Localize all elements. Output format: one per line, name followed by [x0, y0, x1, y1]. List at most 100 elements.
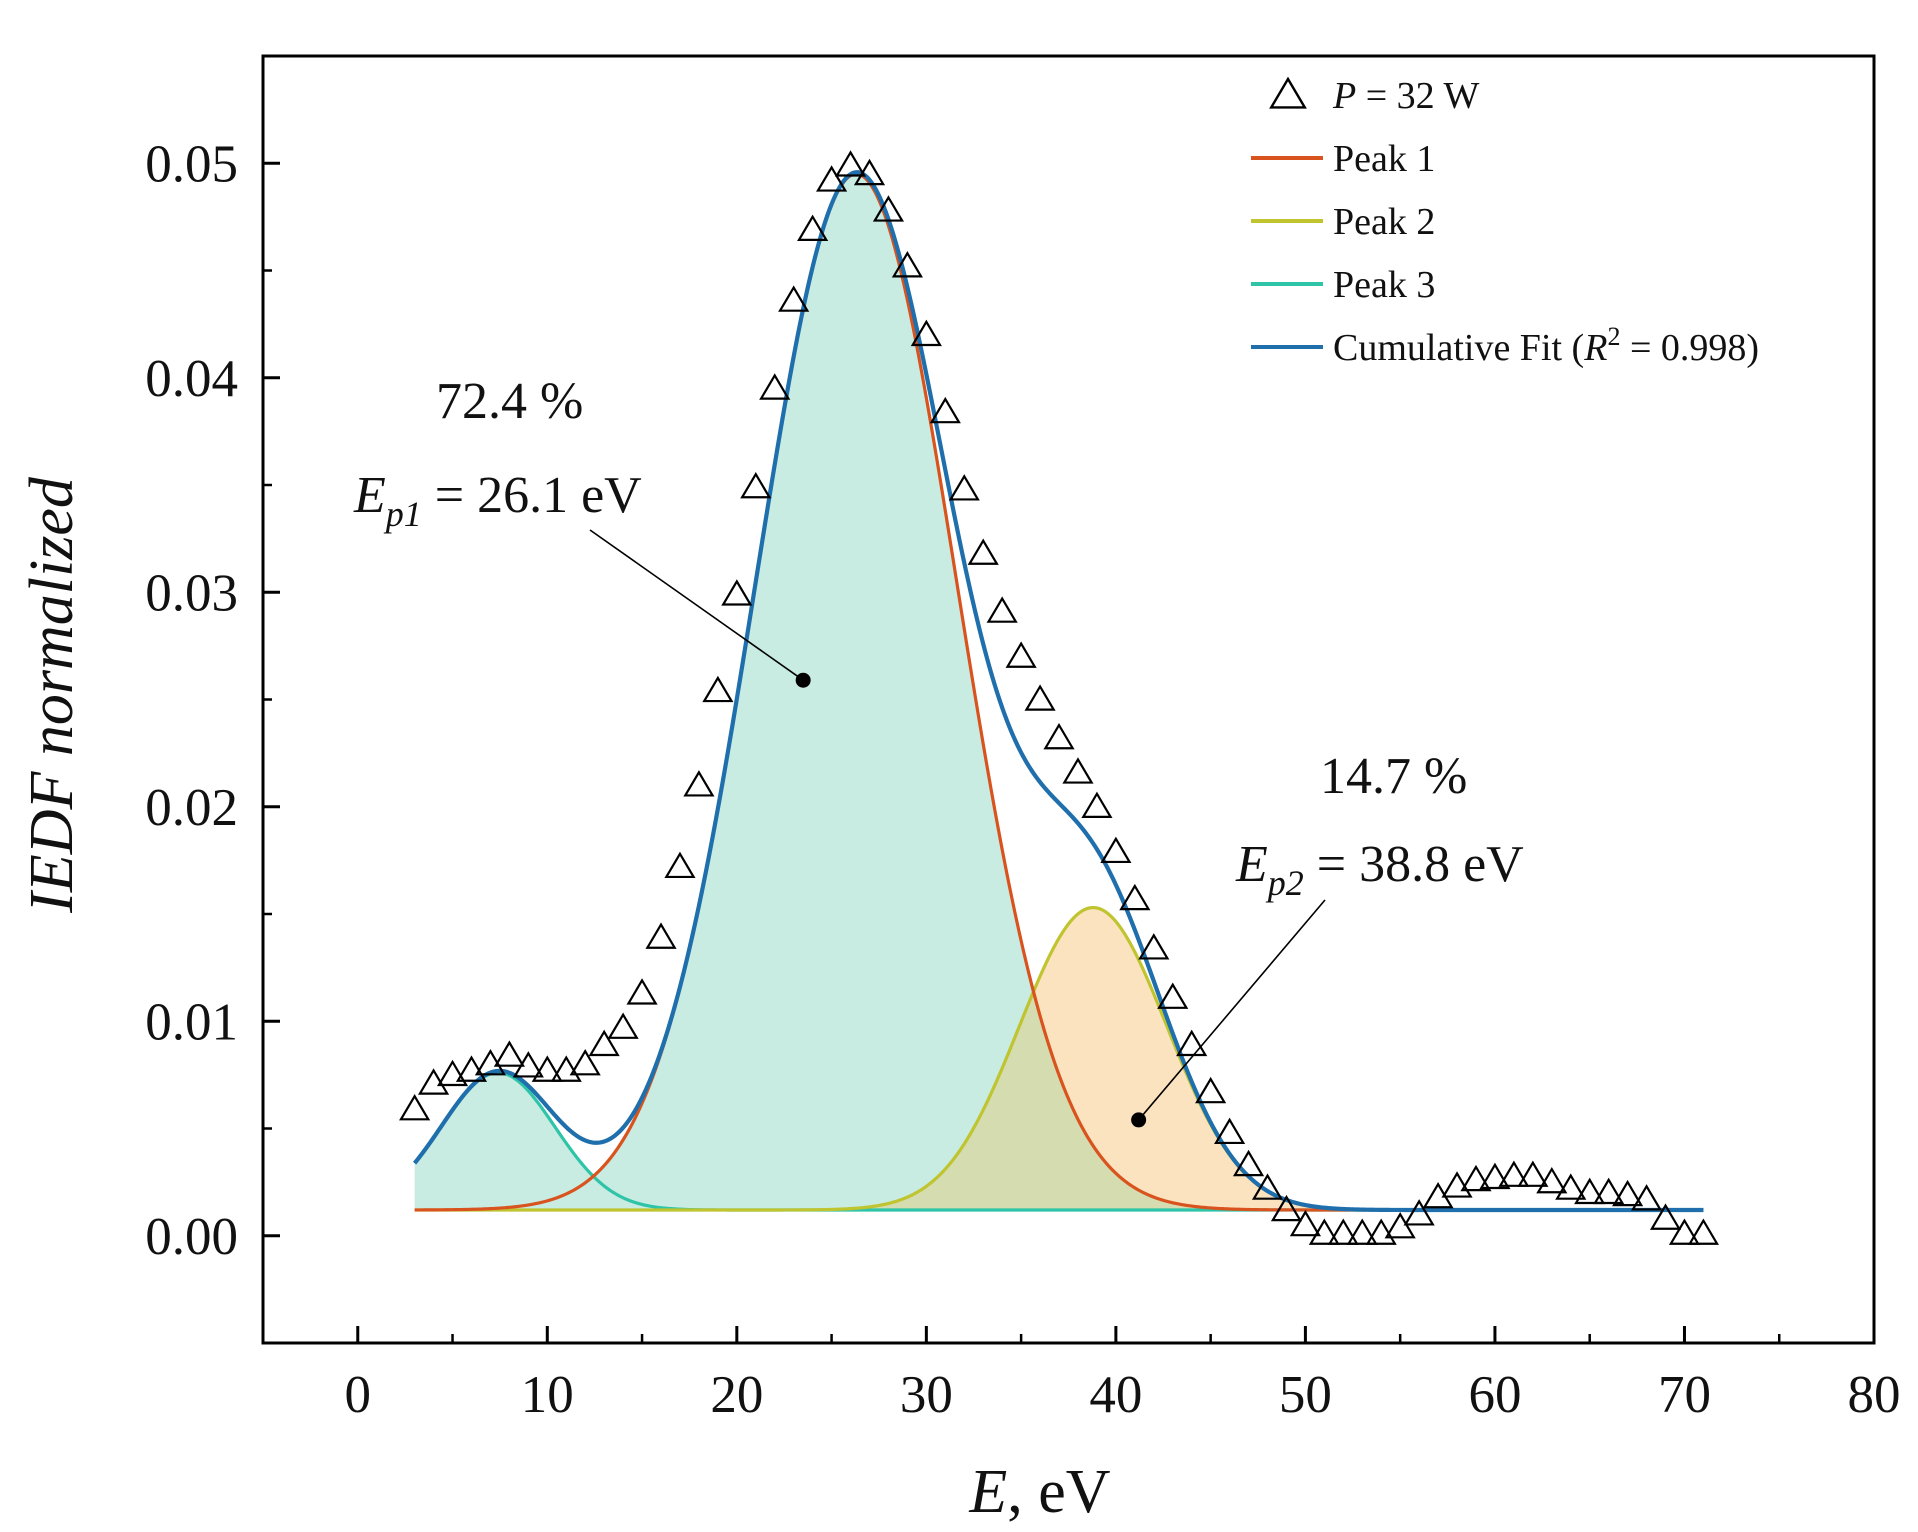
legend-text: Cumulative Fit ( — [1333, 327, 1584, 369]
annotation-var: E — [1235, 836, 1268, 893]
legend-var: R — [1583, 327, 1607, 369]
data-point-marker — [1157, 982, 1189, 1009]
cumulative-fit-curve — [412, 170, 1704, 1213]
data-point-marker — [816, 165, 848, 192]
legend-tail: = 0.998) — [1620, 327, 1759, 369]
fit-curves — [412, 170, 1704, 1213]
peak-2-area — [414, 907, 1704, 1211]
legend-label: Cumulative Fit (R2 = 0.998) — [1333, 322, 1759, 369]
data-point-marker — [1403, 1199, 1435, 1226]
data-point-marker — [910, 319, 942, 347]
data-point-marker — [1498, 1160, 1530, 1187]
legend-label: P = 32 W — [1332, 75, 1479, 117]
data-point-marker — [683, 770, 715, 797]
data-point-marker — [1574, 1177, 1606, 1205]
annotation-value: = 38.8 eV — [1304, 836, 1524, 893]
data-point-marker — [399, 1094, 431, 1121]
data-point-marker — [1327, 1218, 1359, 1245]
annotation-point-dot — [795, 672, 811, 688]
data-point-marker — [493, 1040, 525, 1067]
data-point-marker — [455, 1055, 488, 1082]
data-point-marker — [1536, 1166, 1568, 1194]
data-point-marker — [531, 1055, 563, 1082]
data-point-marker — [929, 396, 961, 424]
data-point-marker — [1138, 933, 1170, 960]
data-point-marker — [512, 1051, 544, 1078]
annotation-subscript: p1 — [383, 494, 422, 534]
data-point-marker — [1232, 1149, 1265, 1177]
x-axis-var: E — [968, 1458, 1007, 1526]
legend-text: Peak 3 — [1333, 264, 1435, 306]
data-point-marker — [1630, 1184, 1663, 1211]
y-tick-label: 0.00 — [145, 1208, 238, 1266]
data-point-marker — [645, 922, 677, 949]
axis-ticks — [263, 161, 1876, 1345]
data-point-marker — [1612, 1179, 1644, 1207]
data-point-marker — [1005, 641, 1037, 668]
data-point-marker — [948, 474, 980, 501]
annotation-leader-line — [589, 529, 804, 681]
legend-label: Peak 3 — [1333, 264, 1435, 306]
data-point-marker — [626, 978, 658, 1005]
data-point-marker — [1649, 1203, 1682, 1230]
y-tick-label: 0.05 — [145, 135, 238, 193]
data-point-marker — [1270, 1194, 1303, 1222]
x-tick-label: 70 — [1658, 1366, 1711, 1424]
annotation-percent: 72.4 % — [436, 373, 583, 430]
data-point-marker — [759, 373, 791, 400]
data-point-marker — [1687, 1218, 1719, 1245]
data-point-marker — [1460, 1164, 1492, 1192]
peak-3-area — [414, 1072, 1704, 1211]
annotation-leader-line — [1138, 899, 1326, 1121]
legend-var: P — [1332, 75, 1356, 117]
x-tick-label: 0 — [345, 1366, 372, 1424]
data-point-marker — [1024, 684, 1056, 711]
data-point-marker — [1289, 1209, 1321, 1237]
data-point-marker — [1043, 722, 1075, 750]
peak-1-area — [414, 173, 1704, 1211]
data-point-marker — [797, 214, 829, 241]
data-point-marker — [607, 1012, 639, 1039]
peak-overlap-area — [414, 994, 1704, 1211]
x-tick-label: 30 — [900, 1366, 953, 1424]
data-point-marker — [778, 285, 810, 312]
data-point-marker — [1062, 757, 1094, 784]
annotation-energy-label: Ep2 = 38.8 eV — [1235, 836, 1524, 903]
x-tick-label: 10 — [521, 1366, 574, 1424]
data-point-marker — [1195, 1076, 1227, 1104]
data-point-marker — [1081, 791, 1113, 818]
annotation-point-dot — [1131, 1112, 1147, 1128]
legend-superscript: 2 — [1607, 322, 1620, 351]
data-point-marker — [418, 1068, 450, 1095]
data-point-marker — [1346, 1218, 1378, 1245]
data-point-marker — [1176, 1029, 1208, 1057]
x-axis-title: E, eV — [968, 1458, 1110, 1526]
data-point-marker — [1441, 1171, 1473, 1198]
data-point-marker — [1593, 1177, 1625, 1205]
legend-label: Peak 2 — [1333, 201, 1435, 243]
peak-fill-areas — [414, 173, 1704, 1211]
legend-marker-triangle — [1269, 76, 1307, 109]
data-point-marker — [702, 675, 734, 703]
data-point-marker — [721, 579, 753, 606]
data-point-marker — [1214, 1117, 1246, 1145]
annotation-value: = 26.1 eV — [422, 467, 642, 524]
measured-markers — [399, 150, 1719, 1245]
annotation-subscript: p2 — [1265, 863, 1304, 903]
x-axis-unit: , eV — [1007, 1458, 1111, 1526]
legend: P = 32 W Peak 1 Peak 2 Peak 3 Cumulative Fit… — [1251, 75, 1759, 369]
y-tick-label: 0.04 — [145, 350, 238, 408]
legend-text: Peak 2 — [1333, 201, 1435, 243]
legend-text: Peak 1 — [1333, 138, 1435, 180]
y-axis-title: IEDF normalized — [18, 476, 86, 914]
x-tick-labels: 0 10 20 30 40 50 60 70 80 — [345, 1366, 1901, 1424]
data-point-marker — [569, 1048, 601, 1076]
data-point-marker — [588, 1029, 620, 1057]
data-point-marker — [1479, 1162, 1511, 1190]
legend-label: Peak 1 — [1333, 138, 1435, 180]
data-point-marker — [1517, 1160, 1549, 1187]
data-point-marker — [1308, 1218, 1340, 1245]
data-point-marker — [740, 471, 772, 499]
x-tick-label: 50 — [1279, 1366, 1332, 1424]
